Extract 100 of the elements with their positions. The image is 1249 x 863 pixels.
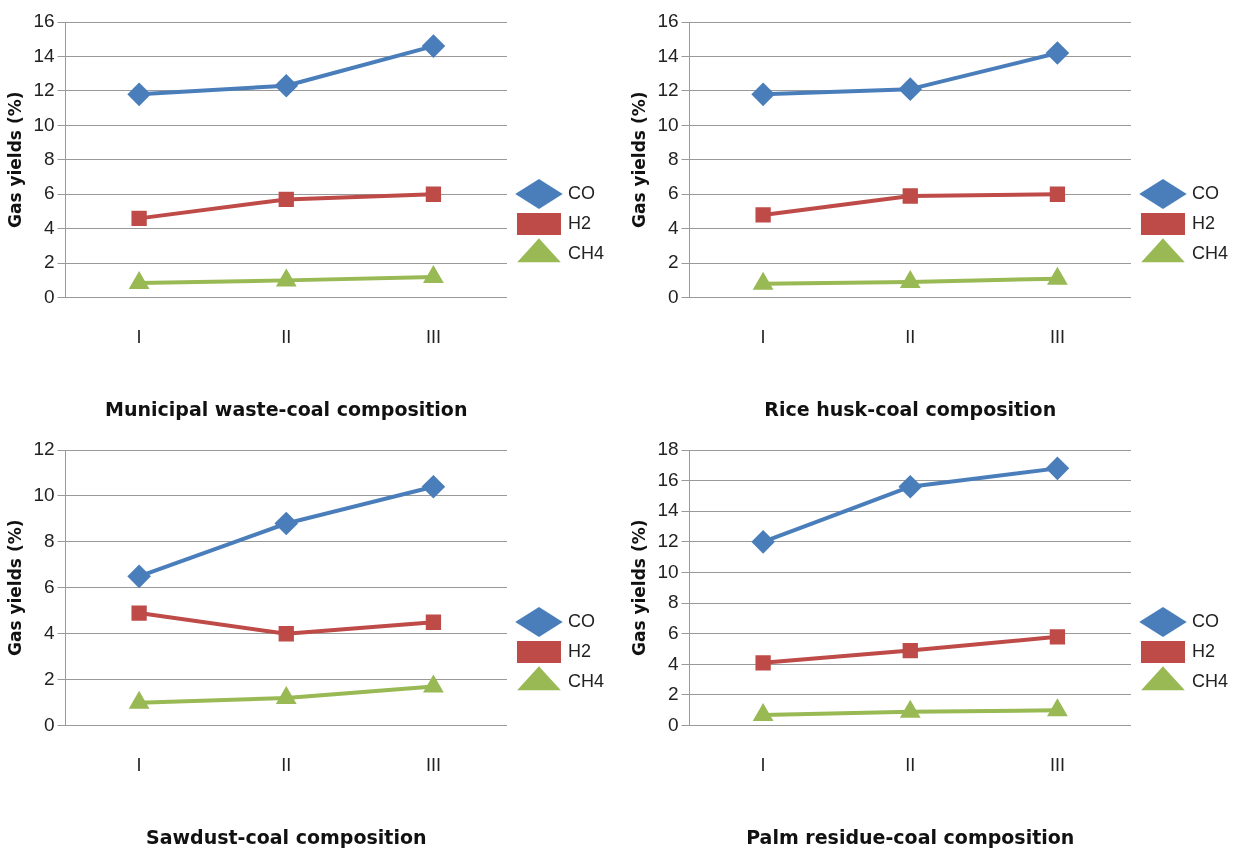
legend-label: CO <box>1191 610 1219 631</box>
point <box>755 655 771 671</box>
point <box>128 565 151 588</box>
y-tick-label: 6 <box>667 621 679 643</box>
x-tick-label: I <box>760 327 766 348</box>
point <box>275 74 298 97</box>
legend-label: CO <box>1191 182 1219 203</box>
y-tick-label: 4 <box>667 652 679 674</box>
y-tick-label: 10 <box>33 113 55 135</box>
point <box>1049 186 1066 202</box>
y-tick-label: 4 <box>667 216 679 238</box>
y-axis-title: Gas yields (%) <box>4 91 25 229</box>
y-tick-label: 0 <box>667 285 679 307</box>
point <box>752 83 775 106</box>
y-tick-label: 2 <box>667 251 679 273</box>
y-tick-label: 10 <box>657 560 679 582</box>
legend-label: CO <box>567 182 595 203</box>
x-axis-title: Rice husk-coal composition <box>764 397 1057 420</box>
x-tick-label: I <box>760 755 766 776</box>
y-tick-label: 18 <box>657 438 679 460</box>
legend-label: H2 <box>1191 640 1216 661</box>
legend-label: CH4 <box>567 242 605 263</box>
y-tick-label: 12 <box>33 438 55 460</box>
x-axis-title: Sawdust-coal composition <box>146 825 427 848</box>
x-tick-label: I <box>136 755 142 776</box>
y-tick-label: 16 <box>657 10 679 32</box>
point <box>899 78 922 101</box>
y-tick-label: 14 <box>657 499 679 521</box>
point <box>277 270 296 287</box>
y-tick-label: 12 <box>657 79 679 101</box>
x-tick-label: III <box>1049 755 1065 776</box>
y-tick-label: 6 <box>43 182 55 204</box>
y-tick-label: 4 <box>43 216 55 238</box>
x-tick-label: II <box>281 755 292 776</box>
point <box>277 688 296 705</box>
x-tick-label: III <box>425 755 441 776</box>
point <box>752 271 774 290</box>
point <box>275 512 298 535</box>
x-axis-title: Palm residue-coal composition <box>746 825 1075 848</box>
point <box>131 210 147 227</box>
y-tick-label: 2 <box>667 683 679 705</box>
y-tick-label: 0 <box>43 285 55 307</box>
y-tick-label: 4 <box>43 621 55 643</box>
x-tick-label: I <box>136 327 142 348</box>
point <box>423 674 444 693</box>
point <box>900 699 921 718</box>
legend-label: CH4 <box>567 670 605 691</box>
point <box>1048 700 1067 717</box>
point <box>424 266 443 283</box>
point <box>1046 457 1069 480</box>
y-tick-label: 8 <box>667 591 679 613</box>
x-axis-title: Municipal waste-coal composition <box>105 397 468 420</box>
y-axis-title: Gas yields (%) <box>628 91 649 229</box>
y-tick-label: 6 <box>667 182 679 204</box>
x-tick-label: III <box>425 327 441 348</box>
point <box>278 191 294 208</box>
point <box>128 83 151 106</box>
point <box>902 188 918 204</box>
y-axis-title: Gas yields (%) <box>4 519 25 657</box>
point <box>425 614 442 630</box>
point <box>755 207 771 223</box>
y-tick-label: 12 <box>33 79 55 101</box>
point <box>425 186 442 202</box>
y-tick-label: 2 <box>43 251 55 273</box>
y-tick-label: 12 <box>657 530 679 552</box>
y-tick-label: 16 <box>657 468 679 490</box>
y-axis-title: Gas yields (%) <box>628 519 649 657</box>
point <box>754 704 773 721</box>
point <box>130 272 149 289</box>
x-tick-label: III <box>1049 327 1065 348</box>
point <box>901 272 920 289</box>
point <box>899 475 922 498</box>
point <box>1049 629 1066 645</box>
y-tick-label: 0 <box>43 713 55 735</box>
y-tick-label: 8 <box>43 530 55 552</box>
x-tick-label: II <box>905 327 916 348</box>
point <box>422 475 445 498</box>
y-tick-label: 8 <box>667 148 679 170</box>
point <box>752 530 775 553</box>
y-tick-label: 14 <box>33 44 55 66</box>
legend-label: H2 <box>1191 212 1216 233</box>
point <box>422 35 445 58</box>
y-tick-label: 10 <box>657 113 679 135</box>
point <box>902 642 918 659</box>
y-tick-label: 2 <box>43 667 55 689</box>
legend-label: H2 <box>567 640 592 661</box>
x-tick-label: II <box>281 327 292 348</box>
y-tick-label: 8 <box>43 148 55 170</box>
y-tick-label: 0 <box>667 713 679 735</box>
y-tick-label: 10 <box>33 484 55 506</box>
point <box>1046 42 1069 65</box>
y-tick-label: 6 <box>43 576 55 598</box>
point <box>131 605 147 621</box>
legend-label: H2 <box>567 212 592 233</box>
legend-label: CO <box>567 610 595 631</box>
legend-label: CH4 <box>1191 242 1229 263</box>
y-tick-label: 14 <box>657 44 679 66</box>
point <box>1047 266 1068 285</box>
point <box>128 690 150 709</box>
legend-label: CH4 <box>1191 670 1229 691</box>
